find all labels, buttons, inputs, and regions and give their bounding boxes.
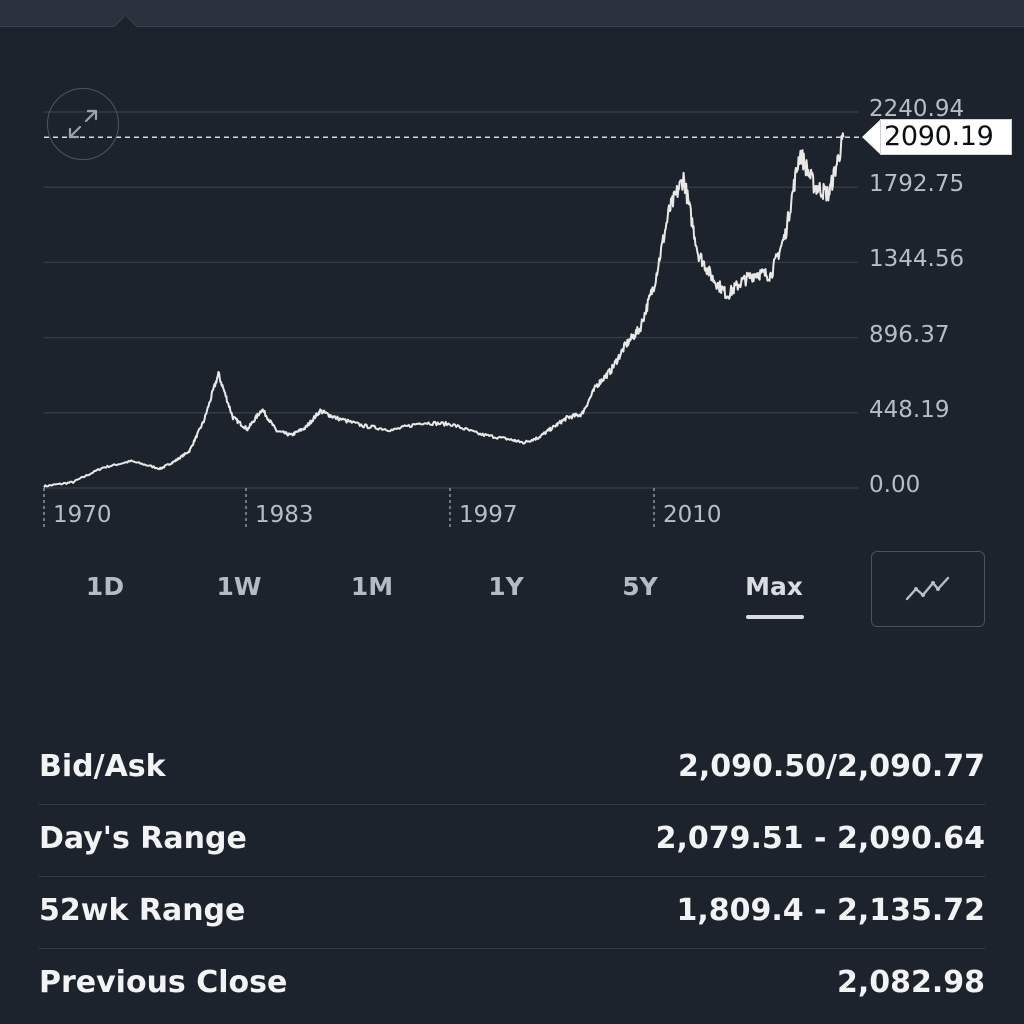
divider	[39, 804, 985, 805]
stat-value: 2,079.51 - 2,090.64	[655, 821, 985, 856]
stat-row-bid-ask: Bid/Ask 2,090.50/2,090.77	[0, 733, 1024, 805]
divider	[39, 948, 985, 949]
current-price-pointer	[862, 119, 881, 156]
price-line	[43, 132, 845, 488]
stat-label: Day's Range	[39, 821, 247, 856]
stat-label: Previous Close	[39, 965, 288, 1000]
price-series	[43, 132, 845, 488]
current-price-box	[880, 119, 1012, 156]
stat-label: 52wk Range	[39, 893, 246, 928]
y-tick-label: 2240.94	[869, 96, 965, 122]
price-chart: 2240.94 1792.75 1344.56 896.37 448.19 0.00 19…	[0, 30, 1024, 550]
top-bar	[0, 0, 1024, 39]
chart-type-button[interactable]	[871, 551, 985, 627]
y-tick-label: 896.37	[869, 321, 950, 348]
x-tick-label: 2010	[663, 502, 722, 528]
stat-row-previous-close: Previous Close 2,082.98	[0, 949, 1024, 1021]
y-tick-label: 1344.56	[869, 246, 965, 273]
stat-value: 1,809.4 - 2,135.72	[676, 893, 985, 928]
chart-svg	[43, 111, 864, 530]
stat-value: 2,082.98	[836, 965, 985, 1000]
y-tick-label: 1792.75	[869, 171, 965, 198]
current-price-label: 2090.19	[884, 121, 994, 153]
stat-row-52wk-range: 52wk Range 1,809.4 - 2,135.72	[0, 877, 1024, 949]
expand-arrows-icon	[68, 109, 98, 139]
expand-chart-button[interactable]	[47, 88, 119, 160]
y-tick-label: 448.19	[869, 396, 950, 423]
y-tick-label: 0.00	[869, 472, 921, 498]
active-range-indicator	[746, 615, 804, 619]
current-price-tag: 2090.19	[862, 119, 1012, 156]
range-5y-button[interactable]: 5Y	[622, 572, 658, 601]
range-1d-button[interactable]: 1D	[85, 572, 125, 601]
stat-label: Bid/Ask	[39, 749, 166, 784]
stat-value: 2,090.50/2,090.77	[677, 749, 985, 784]
grid-lines	[43, 111, 864, 530]
x-tick-label: 1997	[459, 502, 518, 528]
line-chart-icon	[905, 576, 950, 601]
stat-row-days-range: Day's Range 2,079.51 - 2,090.64	[0, 805, 1024, 877]
range-max-button[interactable]: Max	[745, 572, 803, 601]
range-1w-button[interactable]: 1W	[216, 572, 262, 601]
x-tick-label: 1970	[53, 502, 112, 528]
x-tick-label: 1983	[255, 502, 314, 528]
time-range-selector: 1D 1W 1M 1Y 5Y Max	[0, 550, 1024, 640]
range-1m-button[interactable]: 1M	[350, 572, 394, 601]
divider	[39, 876, 985, 877]
range-1y-button[interactable]: 1Y	[488, 572, 524, 601]
